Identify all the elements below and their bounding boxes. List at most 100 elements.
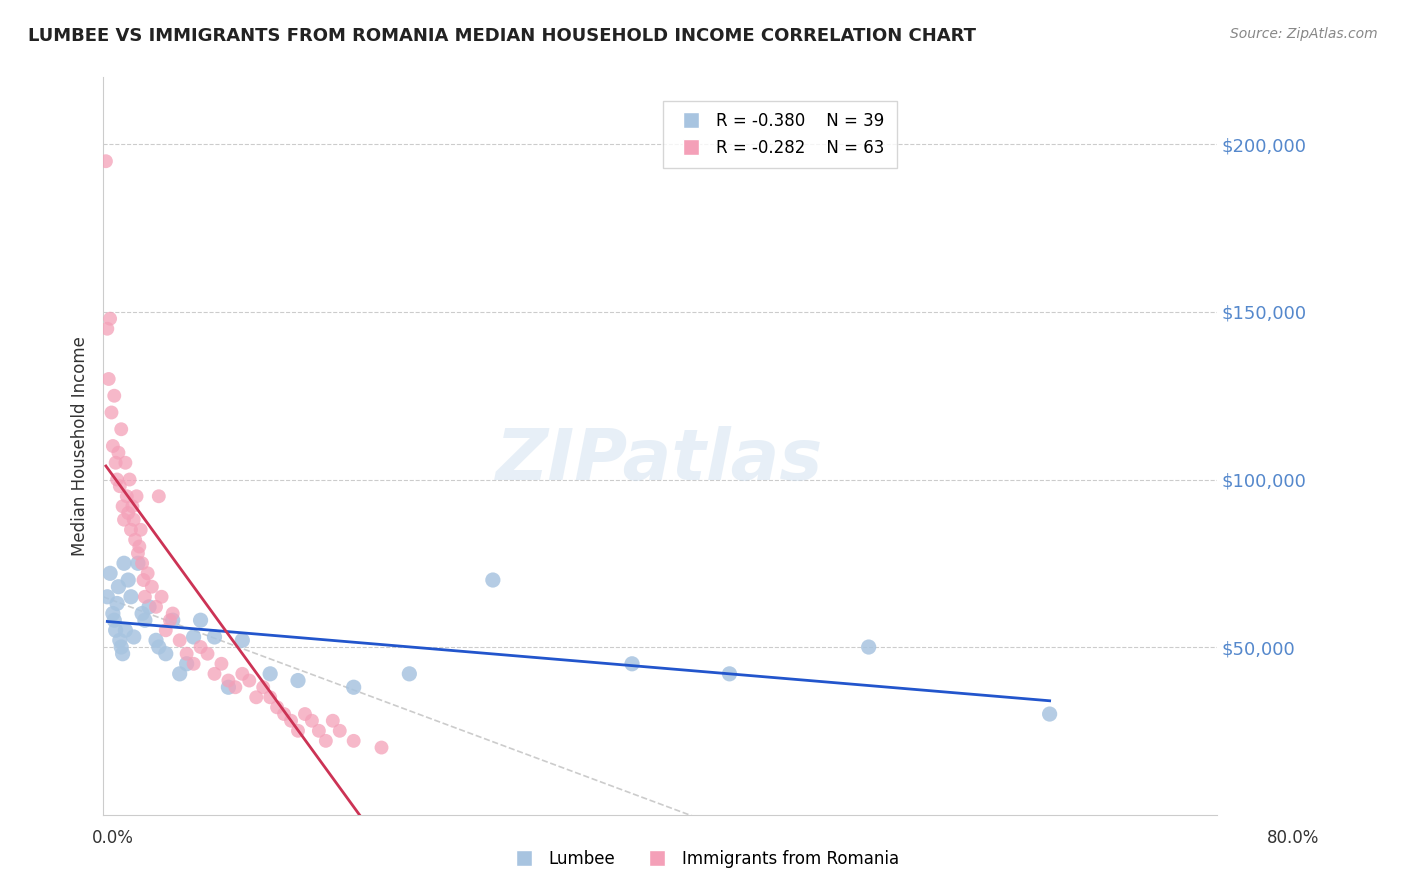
Point [128,540,150,554]
Point [117,573,139,587]
Point [121,500,143,514]
Point [125,489,148,503]
Point [294,706,316,721]
Point [370,740,392,755]
Point [148,489,170,503]
Point [322,714,344,728]
Point [131,607,153,621]
Point [190,640,212,654]
Point [136,566,159,581]
Point [120,590,142,604]
Point [280,714,302,728]
Point [120,523,142,537]
Point [287,723,309,738]
Point [482,573,505,587]
Point [122,513,145,527]
Point [259,690,281,705]
Point [204,630,226,644]
Point [94,154,117,169]
Point [107,580,129,594]
Point [107,446,129,460]
Point [1039,706,1062,721]
Point [245,690,267,705]
Point [138,599,160,614]
Point [176,657,198,671]
Point [301,714,323,728]
Point [117,506,139,520]
Legend: Lumbee, Immigrants from Romania: Lumbee, Immigrants from Romania [501,844,905,875]
Point [183,630,205,644]
Point [183,657,205,671]
Point [217,673,239,688]
Point [398,666,420,681]
Point [266,700,288,714]
Point [110,422,132,436]
Point [718,666,741,681]
Point [131,556,153,570]
Point [343,734,366,748]
Point [124,533,146,547]
Point [98,311,121,326]
Point [150,590,173,604]
Point [141,580,163,594]
Point [115,489,138,503]
Point [155,647,177,661]
Point [132,573,155,587]
Point [104,624,127,638]
Point [100,405,122,419]
Point [155,624,177,638]
Point [111,647,134,661]
Point [197,647,219,661]
Point [118,473,141,487]
Point [112,513,135,527]
Point [162,607,184,621]
Point [259,666,281,681]
Point [252,680,274,694]
Point [97,372,120,386]
Point [273,706,295,721]
Point [315,734,337,748]
Point [217,680,239,694]
Point [105,473,128,487]
Point [129,523,152,537]
Point [104,456,127,470]
Point [238,673,260,688]
Point [108,479,131,493]
Point [231,666,253,681]
Point [103,613,125,627]
Text: Source: ZipAtlas.com: Source: ZipAtlas.com [1230,27,1378,41]
Point [231,633,253,648]
Point [127,556,149,570]
Point [122,630,145,644]
Point [134,613,156,627]
Text: ZIPatlas: ZIPatlas [496,426,824,495]
Point [112,556,135,570]
Point [209,657,232,671]
Point [204,666,226,681]
Point [621,657,644,671]
Point [145,599,167,614]
Point [858,640,880,654]
Text: LUMBEE VS IMMIGRANTS FROM ROMANIA MEDIAN HOUSEHOLD INCOME CORRELATION CHART: LUMBEE VS IMMIGRANTS FROM ROMANIA MEDIAN… [28,27,976,45]
Point [287,673,309,688]
Text: 0.0%: 0.0% [91,829,134,847]
Text: 80.0%: 80.0% [1267,829,1320,847]
Point [96,590,118,604]
Point [169,633,191,648]
Point [101,439,124,453]
Point [224,680,246,694]
Point [105,597,128,611]
Point [148,640,170,654]
Point [162,613,184,627]
Point [110,640,132,654]
Point [308,723,330,738]
Point [176,647,198,661]
Point [127,546,149,560]
Point [145,633,167,648]
Point [190,613,212,627]
Point [134,590,156,604]
Y-axis label: Median Household Income: Median Household Income [72,336,89,556]
Point [114,624,136,638]
Point [101,607,124,621]
Point [98,566,121,581]
